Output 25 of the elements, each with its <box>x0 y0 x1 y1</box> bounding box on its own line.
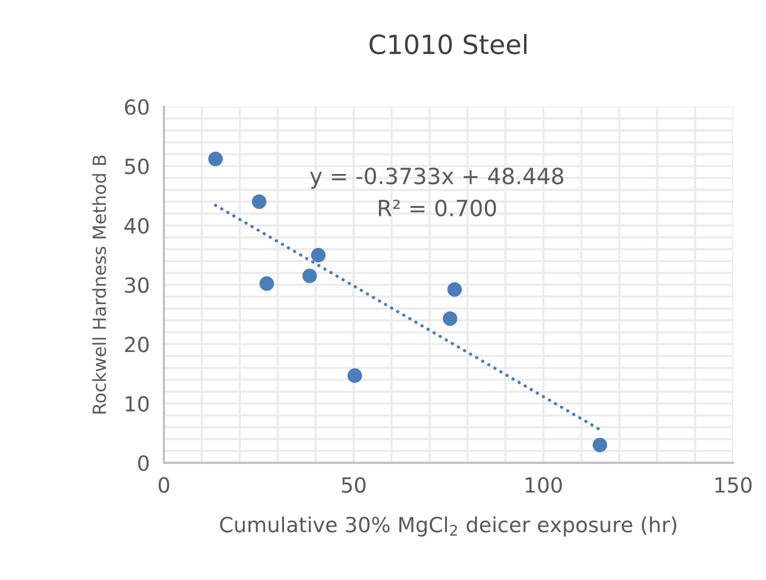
point <box>592 438 608 452</box>
y-tick-label: 40 <box>124 218 149 234</box>
x-axis-title: Cumulative 30% MgCl$_{2}$ deicer exposure (hr) <box>220 516 676 536</box>
y-tick-label: 0 <box>138 455 149 472</box>
annotation: y = -0.3733x + 48.448 <box>310 168 564 189</box>
y-axis-title: Rockwell Hardness Method B <box>92 156 106 414</box>
x-tick-label: 0 <box>158 477 170 493</box>
point <box>252 194 266 209</box>
y-tick-label: 20 <box>125 336 149 352</box>
x-tick-label: 150 <box>715 477 752 493</box>
point <box>259 276 274 291</box>
y-tick-label: 50 <box>125 158 149 174</box>
point <box>347 368 362 383</box>
y-tick-label: 30 <box>125 277 149 293</box>
point <box>447 282 462 297</box>
y-tick-label: 60 <box>124 99 149 115</box>
x-tick-label: 50 <box>342 477 366 493</box>
point <box>311 248 326 262</box>
y-tick-label: 10 <box>126 396 149 412</box>
point <box>302 268 317 284</box>
point <box>442 311 458 326</box>
point <box>208 152 223 166</box>
chart-title: C1010 Steel <box>370 34 526 54</box>
x-tick-label: 100 <box>526 477 562 493</box>
annotation: R² = 0.700 <box>378 200 496 216</box>
